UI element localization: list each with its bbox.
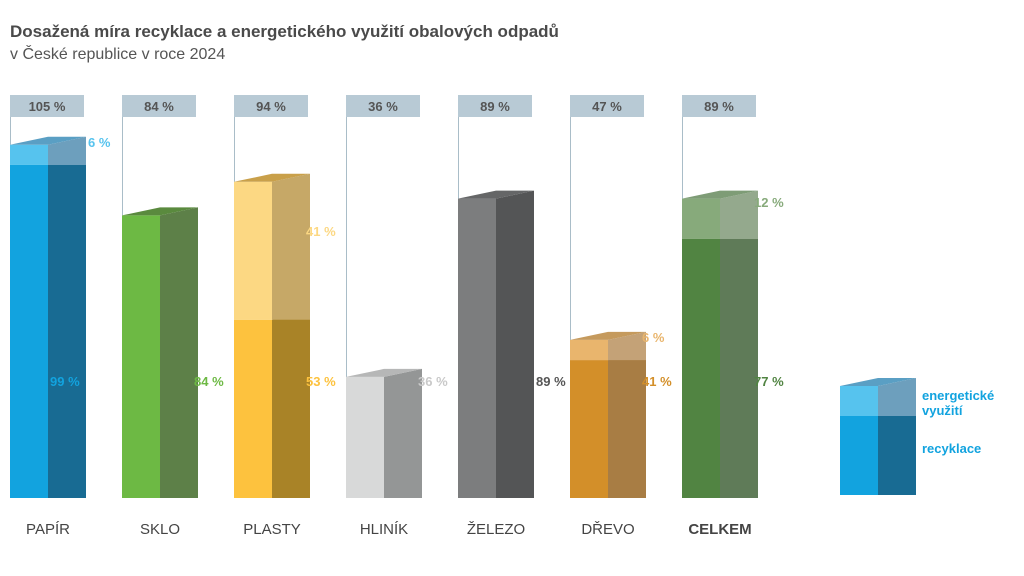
legend-recycling-swatch-side [878, 408, 916, 495]
bar-2-recycling-side [160, 207, 198, 498]
bar-3-energy-side [272, 173, 310, 320]
bar-2-total-label: 84 % [144, 99, 174, 114]
bar-2-total-box [122, 95, 196, 117]
bar-3-total-box [234, 95, 308, 117]
bar-3-energy-value: 41 % [306, 224, 336, 239]
bar-6-total-box [570, 95, 644, 117]
bar-6-energy-front [570, 339, 608, 361]
bar-7-energy-value: 12 % [754, 195, 784, 210]
bar-3-recycling-front [234, 319, 272, 498]
bar-1-recycling-value: 99 % [50, 374, 80, 389]
bar-6-energy-top [570, 331, 646, 340]
bar-5-recycling-value: 89 % [536, 374, 566, 389]
legend-energy-label: energetické využití [922, 388, 994, 418]
bar-7-recycling-value: 77 % [754, 374, 784, 389]
bar-1-total-box [10, 95, 84, 117]
bar-6-energy-side [608, 331, 646, 361]
bar-5-category-label: ŽELEZO [467, 521, 525, 538]
bar-7-energy-front [682, 198, 720, 239]
bar-1-energy-side [48, 136, 86, 165]
bar-1-recycling-side [48, 156, 86, 499]
bar-6-total-label: 47 % [592, 99, 622, 114]
bar-1-energy-value: 6 % [88, 135, 111, 150]
bar-4-total-box [346, 95, 420, 117]
bar-6-recycling-side [608, 352, 646, 498]
chart-title: Dosažená míra recyklace a energetického … [10, 22, 559, 41]
bar-4-recycling-side [384, 368, 422, 498]
chart-subtitle: v České republice v roce 2024 [10, 46, 226, 63]
bar-5-recycling-top [458, 190, 534, 199]
bar-4-recycling-front [346, 376, 384, 498]
bar-5-total-box [458, 95, 532, 117]
bar-3-energy-front [234, 181, 272, 320]
bar-5-recycling-side [496, 190, 534, 498]
bar-3-energy-top [234, 173, 310, 182]
legend-energy-swatch-front [840, 386, 878, 416]
bar-3-recycling-value: 53 % [306, 374, 336, 389]
bar-2-recycling-top [122, 207, 198, 216]
bar-1-total-label: 105 % [29, 99, 66, 114]
bar-7-recycling-side [720, 230, 758, 499]
bar-6-recycling-value: 41 % [642, 374, 672, 389]
bar-4-category-label: HLINÍK [360, 521, 408, 538]
bar-6-recycling-front [570, 360, 608, 498]
bar-3-total-label: 94 % [256, 99, 286, 114]
bar-1-category-label: PAPÍR [26, 521, 70, 538]
legend-energy-swatch-side [878, 378, 916, 416]
bar-7-energy-side [720, 190, 758, 239]
bar-1-recycling-front [10, 164, 48, 499]
bar-7-total-box [682, 95, 756, 117]
bar-2-category-label: SKLO [140, 521, 180, 538]
bar-5-total-label: 89 % [480, 99, 510, 114]
bar-4-total-label: 36 % [368, 99, 398, 114]
legend-recycling-swatch-front [840, 416, 878, 495]
bar-3-category-label: PLASTY [243, 521, 301, 538]
bar-6-energy-value: 6 % [642, 330, 665, 345]
bar-5-recycling-front [458, 198, 496, 498]
bar-1-energy-top [10, 136, 86, 145]
bar-7-total-label: 89 % [704, 99, 734, 114]
legend-recycling-label: recyklace [922, 441, 981, 456]
bar-2-recycling-front [122, 215, 160, 498]
bar-2-recycling-value: 84 % [194, 374, 224, 389]
bar-7-energy-top [682, 190, 758, 199]
bar-3-recycling-side [272, 311, 310, 498]
legend-energy-swatch-top [840, 378, 916, 386]
bar-1-energy-front [10, 144, 48, 165]
bar-7-category-label: CELKEM [688, 521, 751, 538]
bar-4-recycling-value: 36 % [418, 374, 448, 389]
bar-4-recycling-top [346, 368, 422, 377]
bar-6-category-label: DŘEVO [581, 521, 634, 538]
bar-7-recycling-front [682, 238, 720, 499]
